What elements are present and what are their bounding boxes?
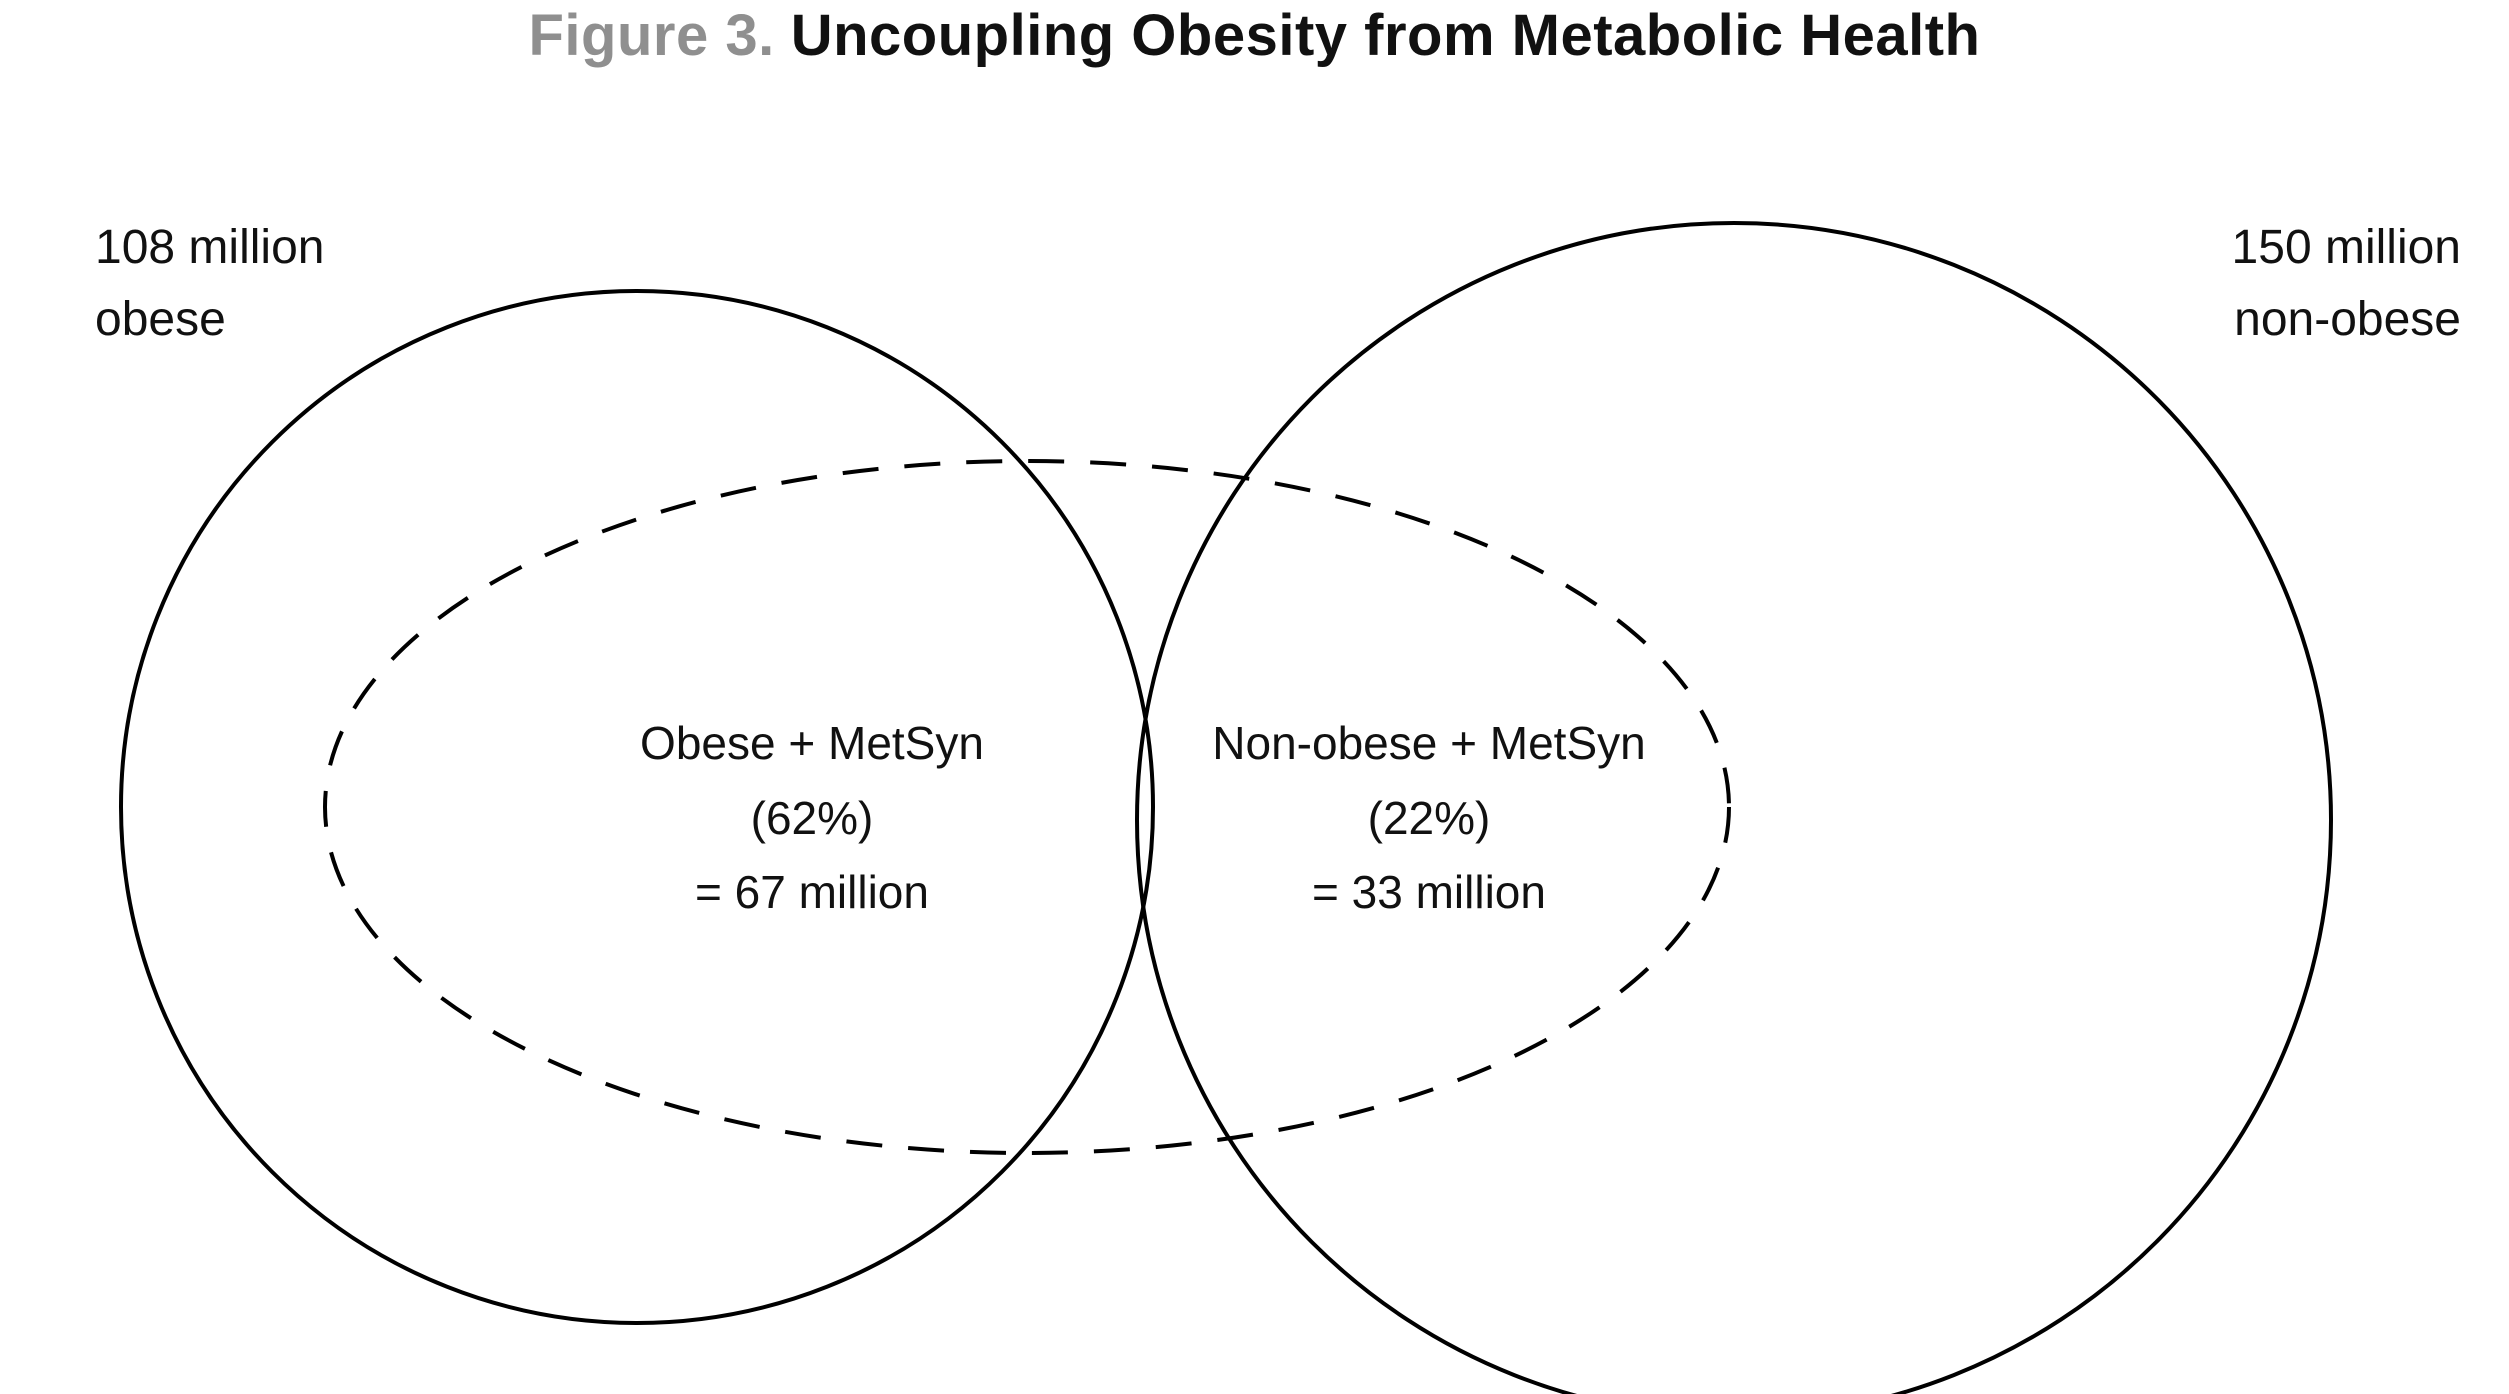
- non-obese-circle: [1135, 221, 2333, 1394]
- metsyn-dashed-ellipse: [323, 459, 1731, 1155]
- obese-metsyn-percent: (62%): [750, 791, 874, 844]
- non-obese-circle-label-line1: 150 million: [2231, 221, 2461, 274]
- non-obese-metsyn-count: = 33 million: [1312, 866, 1546, 919]
- obese-metsyn-count: = 67 million: [695, 866, 929, 919]
- obese-circle-label: 108 million obese: [95, 212, 324, 356]
- non-obese-circle-label: 150 million non-obese: [2232, 212, 2461, 356]
- non-obese-metsyn-line1: Non-obese + MetSyn: [1212, 717, 1646, 769]
- non-obese-metsyn-percent: (22%): [1367, 791, 1491, 844]
- obese-metsyn-line1: Obese + MetSyn: [640, 717, 984, 769]
- obese-metsyn-text: Obese + MetSyn (62%) = 67 million: [552, 706, 1072, 930]
- figure-title-text: Uncoupling Obesity from Metabolic Health: [790, 3, 1981, 68]
- figure-title: Figure 3. Uncoupling Obesity from Metabol…: [0, 2, 2509, 69]
- obese-circle-label-line1: 108 million: [95, 221, 325, 274]
- obese-circle-label-line2: obese: [95, 293, 226, 346]
- non-obese-metsyn-text: Non-obese + MetSyn (22%) = 33 million: [1104, 706, 1754, 930]
- non-obese-circle-label-line2: non-obese: [2234, 293, 2461, 346]
- obese-circle: [119, 289, 1155, 1325]
- figure-number-label: Figure 3.: [528, 3, 775, 68]
